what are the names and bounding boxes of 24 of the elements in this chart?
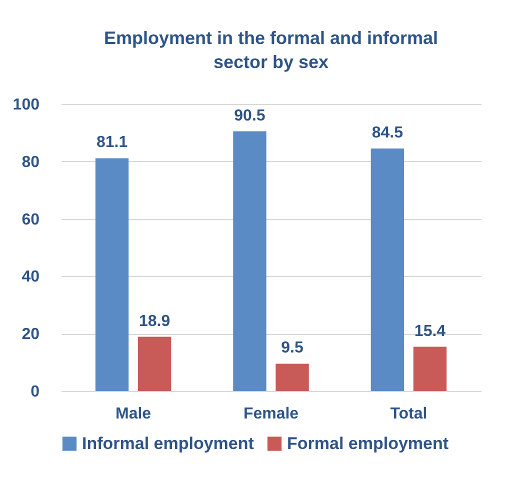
bar	[276, 364, 309, 391]
chart-title: Employment in the formal and informal sector by sex	[104, 28, 438, 72]
data-label: 9.5	[281, 340, 304, 357]
legend-label: Formal employment	[287, 434, 449, 453]
y-tick-label: 80	[22, 154, 40, 171]
y-tick-label: 20	[22, 326, 40, 344]
data-label: 18.9	[139, 312, 170, 330]
bar	[233, 131, 266, 391]
bar	[95, 158, 129, 391]
x-tick-label: Female	[243, 406, 299, 422]
data-label: 15.4	[414, 322, 446, 340]
y-tick-label: 60	[22, 211, 40, 228]
data-label: 84.5	[372, 124, 404, 142]
x-tick-label: Male	[116, 406, 152, 422]
data-label: 90.5	[234, 107, 266, 124]
legend-label: Informal employment	[82, 434, 254, 453]
y-tick-label: 0	[30, 384, 40, 400]
bar	[370, 148, 404, 391]
y-tick-label: 100	[12, 96, 40, 114]
data-label: 81.1	[96, 134, 128, 152]
x-tick-label: Total	[390, 406, 428, 422]
bar	[413, 346, 447, 391]
y-tick-label: 40	[22, 268, 40, 286]
bar	[138, 336, 172, 391]
